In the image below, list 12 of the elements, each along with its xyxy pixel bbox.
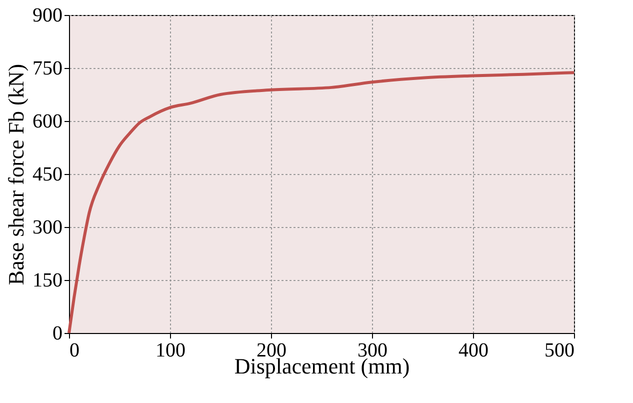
x-tick-label: 400 [458, 340, 488, 362]
x-tick-label: 100 [156, 340, 186, 362]
y-tick-label: 900 [32, 4, 62, 26]
y-tick-label: 450 [32, 164, 62, 186]
y-tick-label: 750 [32, 58, 62, 80]
y-tick-label: 150 [32, 270, 62, 292]
y-tick-label: 300 [32, 216, 62, 238]
x-tick-label: 0 [70, 340, 80, 362]
y-tick-label: 0 [52, 322, 62, 344]
y-axis-title: Base shear force Fb (kN) [4, 64, 28, 286]
x-tick-label: 500 [544, 340, 574, 362]
y-tick-label: 600 [32, 110, 62, 132]
